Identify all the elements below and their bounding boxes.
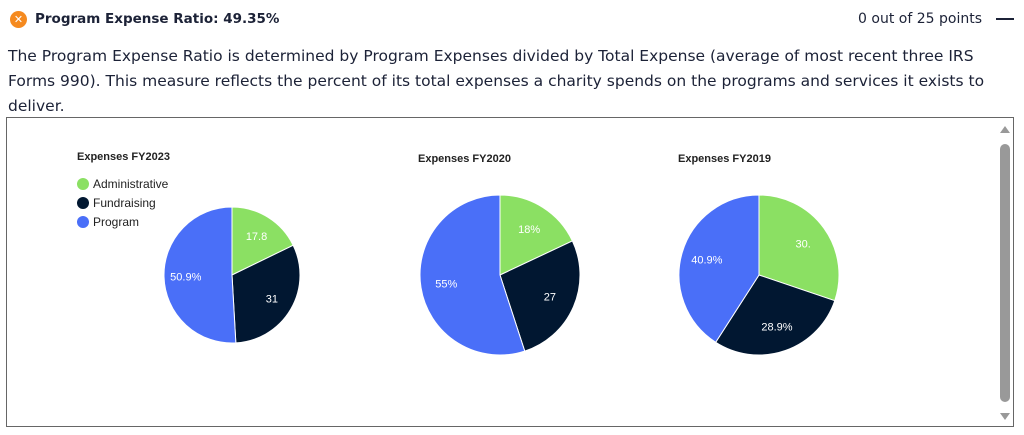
pie-slice-fundraising <box>231 244 301 344</box>
slice-label: 17.8 <box>246 231 267 243</box>
slice-label: 55% <box>435 279 457 291</box>
legend-dot-administrative <box>77 178 89 190</box>
pie-slice-administrative <box>758 194 840 302</box>
pie-slice-administrative <box>231 206 294 276</box>
slice-label: 40.9% <box>691 255 722 267</box>
minus-icon[interactable] <box>996 17 1014 21</box>
pie-slice-program <box>163 206 237 344</box>
slice-label: 27 <box>544 292 556 304</box>
chart-title: Expenses FY2020 <box>418 153 511 165</box>
slice-label: 50.9% <box>170 271 201 283</box>
pie-slice-program <box>419 194 526 356</box>
slice-label: 18% <box>518 224 540 236</box>
pie-slice-fundraising <box>715 274 836 356</box>
chart-frame: Expenses FY2023 17.8 31 50.9% Administrative… <box>6 117 1014 427</box>
x-circle-icon: ✕ <box>10 10 27 28</box>
legend-label: Administrative <box>93 177 169 191</box>
scroll-down-icon[interactable] <box>1000 413 1010 420</box>
pie-slice-administrative <box>499 194 574 276</box>
pie-slice-fundraising <box>499 240 581 352</box>
description: The Program Expense Ratio is determined … <box>8 47 985 115</box>
legend-label: Fundraising <box>93 196 156 210</box>
pie-slice-program <box>678 194 760 343</box>
points-label: 0 out of 25 points <box>858 11 982 27</box>
legend-dot-program <box>77 216 89 228</box>
scrollbar[interactable] <box>1000 123 1010 423</box>
section-title: Program Expense Ratio: 49.35% <box>35 11 280 27</box>
scrollbar-thumb[interactable] <box>1000 144 1010 402</box>
chart-title: Expenses FY2019 <box>678 153 771 165</box>
scroll-up-icon[interactable] <box>1000 126 1010 133</box>
chart-title: Expenses FY2023 <box>77 151 170 163</box>
section-header: ✕ Program Expense Ratio: 49.35% 0 out of… <box>10 9 1014 29</box>
legend-label: Program <box>93 215 139 229</box>
slice-label: 28.9% <box>761 321 792 333</box>
charts-svg: Expenses FY2023 17.8 31 50.9% Administrative… <box>77 151 840 356</box>
slice-label: 30. <box>796 238 811 250</box>
slice-label: 31 <box>266 293 278 305</box>
legend-dot-fundraising <box>77 197 89 209</box>
